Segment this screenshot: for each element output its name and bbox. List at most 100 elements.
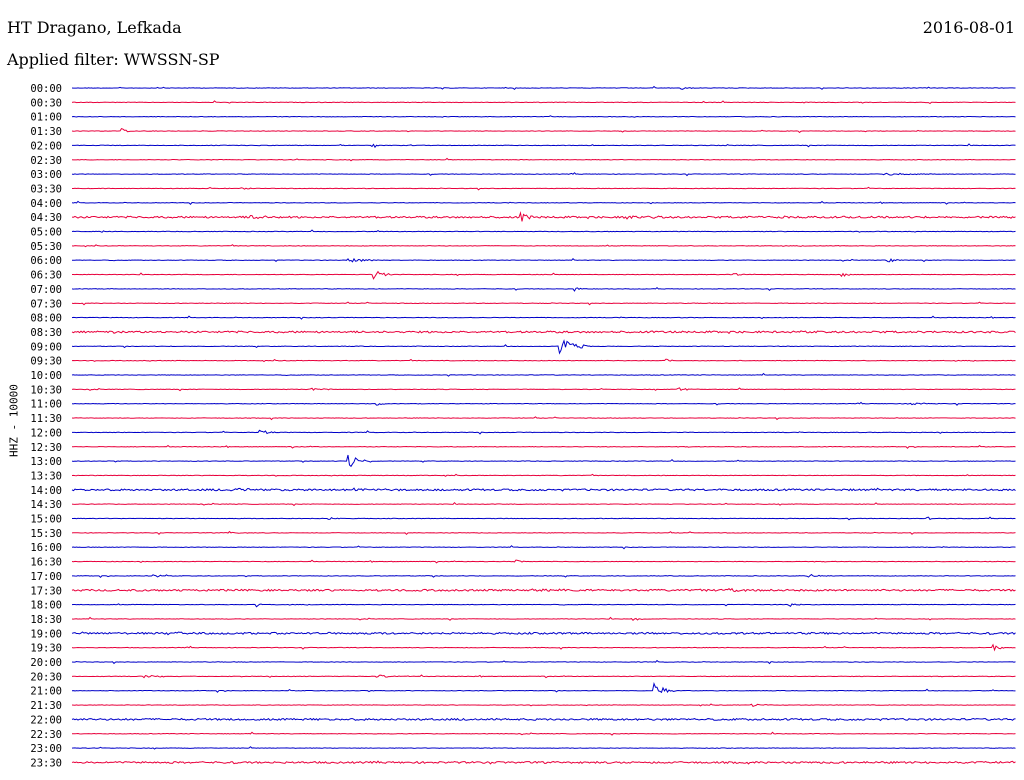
trace-1730 <box>71 587 1016 593</box>
time-label-1000: 10:00 <box>30 370 62 382</box>
trace-0030 <box>71 100 1016 105</box>
time-label-1830: 18:30 <box>30 614 62 626</box>
trace-0530 <box>71 244 1016 248</box>
trace-1500 <box>71 516 1016 521</box>
trace-0930 <box>71 358 1016 363</box>
trace-1030 <box>71 387 1016 392</box>
time-label-0930: 09:30 <box>30 356 62 368</box>
trace-0730 <box>71 301 1016 306</box>
trace-0800 <box>71 315 1016 320</box>
trace-2300 <box>71 746 1016 750</box>
time-label-0130: 01:30 <box>30 126 62 138</box>
time-label-0000: 00:00 <box>30 83 62 95</box>
time-label-1800: 18:00 <box>30 600 62 612</box>
trace-1900 <box>71 631 1016 636</box>
time-label-1530: 15:30 <box>30 528 62 540</box>
trace-0130 <box>71 127 1016 134</box>
trace-0100 <box>71 115 1016 118</box>
trace-1700 <box>71 573 1016 579</box>
time-label-1100: 11:00 <box>30 399 62 411</box>
time-label-2200: 22:00 <box>30 714 62 726</box>
time-label-1130: 11:30 <box>30 413 62 425</box>
time-label-1500: 15:00 <box>30 514 62 526</box>
time-label-1330: 13:30 <box>30 470 62 482</box>
time-label-0300: 03:00 <box>30 169 62 181</box>
trace-1530 <box>71 530 1016 535</box>
trace-1330 <box>71 473 1016 477</box>
trace-1630 <box>71 559 1016 564</box>
trace-1200 <box>71 429 1016 435</box>
time-label-0600: 06:00 <box>30 255 62 267</box>
time-label-2100: 21:00 <box>30 686 62 698</box>
time-label-1200: 12:00 <box>30 427 62 439</box>
time-label-1700: 17:00 <box>30 571 62 583</box>
trace-0600 <box>71 257 1016 263</box>
time-label-1030: 10:30 <box>30 384 62 396</box>
trace-1130 <box>71 416 1016 421</box>
trace-0700 <box>71 286 1016 292</box>
time-label-2330: 23:30 <box>30 757 62 769</box>
time-label-2000: 20:00 <box>30 657 62 669</box>
time-label-0330: 03:30 <box>30 183 62 195</box>
time-label-0500: 05:00 <box>30 227 62 239</box>
trace-1830 <box>71 616 1016 621</box>
time-label-0100: 01:00 <box>30 112 62 124</box>
time-label-0830: 08:30 <box>30 327 62 339</box>
trace-1000 <box>71 372 1016 377</box>
trace-1800 <box>71 603 1016 608</box>
trace-2030 <box>71 674 1016 679</box>
trace-0200 <box>71 143 1016 149</box>
trace-0230 <box>71 157 1016 162</box>
station-title: HT Dragano, Lefkada <box>7 18 182 37</box>
trace-1230 <box>71 444 1016 449</box>
trace-0500 <box>71 229 1016 233</box>
trace-0430 <box>71 210 1016 222</box>
time-label-1630: 16:30 <box>30 557 62 569</box>
trace-1930 <box>71 643 1016 652</box>
trace-2230 <box>71 731 1016 736</box>
trace-0300 <box>71 172 1016 177</box>
time-label-2300: 23:00 <box>30 743 62 755</box>
trace-1400 <box>71 487 1016 492</box>
time-label-0630: 06:30 <box>30 270 62 282</box>
time-label-0900: 09:00 <box>30 341 62 353</box>
filter-label: Applied filter: WWSSN-SP <box>7 50 220 69</box>
trace-2200 <box>71 717 1016 722</box>
trace-1300 <box>71 454 1016 468</box>
time-label-2230: 22:30 <box>30 729 62 741</box>
time-label-0700: 07:00 <box>30 284 62 296</box>
time-label-0400: 04:00 <box>30 198 62 210</box>
time-label-1730: 17:30 <box>30 585 62 597</box>
trace-0400 <box>71 200 1016 206</box>
trace-2130 <box>71 703 1016 708</box>
trace-2000 <box>71 659 1016 665</box>
trace-1100 <box>71 401 1016 406</box>
time-label-1930: 19:30 <box>30 643 62 655</box>
time-label-0030: 00:30 <box>30 97 62 109</box>
time-label-1400: 14:00 <box>30 485 62 497</box>
time-label-1300: 13:00 <box>30 456 62 468</box>
time-label-0200: 02:00 <box>30 140 62 152</box>
trace-0000 <box>71 85 1016 91</box>
time-label-1230: 12:30 <box>30 442 62 454</box>
time-label-2030: 20:30 <box>30 671 62 683</box>
trace-0830 <box>71 330 1016 335</box>
time-label-2130: 21:30 <box>30 700 62 712</box>
time-label-1430: 14:30 <box>30 499 62 511</box>
trace-1600 <box>71 545 1016 550</box>
trace-0900 <box>71 339 1016 355</box>
trace-0630 <box>71 270 1016 280</box>
time-label-0730: 07:30 <box>30 298 62 310</box>
time-label-0230: 02:30 <box>30 155 62 167</box>
time-label-1900: 19:00 <box>30 628 62 640</box>
time-label-0800: 08:00 <box>30 313 62 325</box>
trace-0330 <box>71 186 1016 191</box>
time-label-1600: 16:00 <box>30 542 62 554</box>
trace-2100 <box>71 682 1016 694</box>
trace-2330 <box>71 760 1016 765</box>
trace-1430 <box>71 501 1016 507</box>
time-label-0430: 04:30 <box>30 212 62 224</box>
date-label: 2016-08-01 <box>922 18 1015 37</box>
time-label-0530: 05:30 <box>30 241 62 253</box>
